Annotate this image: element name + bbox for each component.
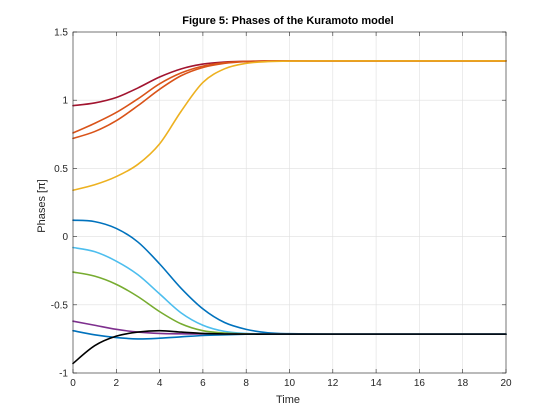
x-tick-label: 12 xyxy=(327,378,339,389)
x-tick-label: 18 xyxy=(457,378,469,389)
x-axis-label: Time xyxy=(276,394,300,406)
x-tick-label: 6 xyxy=(200,378,206,389)
x-tick-label: 0 xyxy=(70,378,76,389)
x-tick-label: 2 xyxy=(114,378,120,389)
series-line-4 xyxy=(72,60,507,192)
x-tick-label: 4 xyxy=(157,378,163,389)
x-tick-label: 20 xyxy=(500,378,512,389)
x-tick-label: 16 xyxy=(414,378,426,389)
y-tick-label: -1 xyxy=(59,369,68,380)
y-axis-label: Phases [π] xyxy=(36,179,48,232)
x-tick-label: 14 xyxy=(371,378,383,389)
y-tick-label: 1.5 xyxy=(54,28,68,39)
series-lines xyxy=(72,60,507,365)
chart-title: Figure 5: Phases of the Kuramoto model xyxy=(182,15,393,27)
y-tick-label: 1 xyxy=(62,96,68,107)
x-tick-label: 10 xyxy=(284,378,296,389)
y-tick-label: 0 xyxy=(62,232,68,243)
y-tick-label: 0.5 xyxy=(54,164,68,175)
series-line-10 xyxy=(72,329,507,365)
y-tick-label: -0.5 xyxy=(51,300,69,311)
x-tick-label: 8 xyxy=(243,378,249,389)
axis-ticks: 0 2 4 6 8 10 12 14 16 18 20 -1 -0.5 0 0.5 1 1.5 xyxy=(51,28,512,390)
